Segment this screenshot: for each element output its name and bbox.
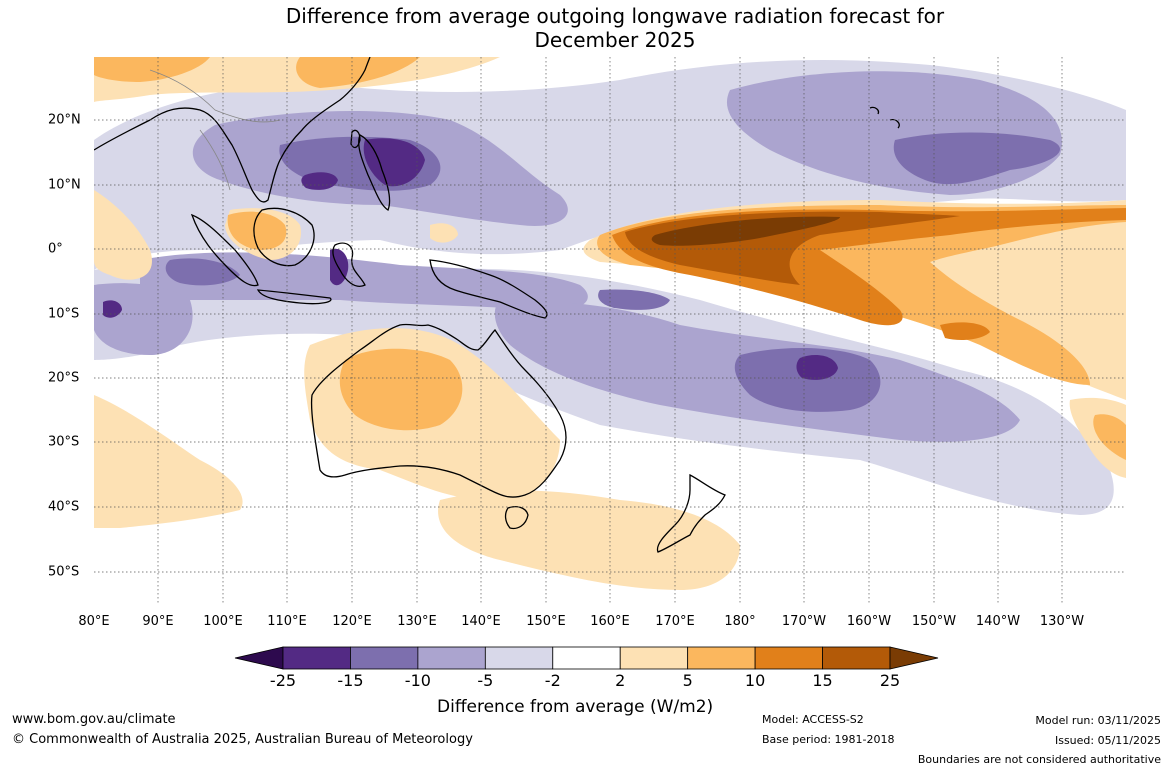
- anomaly-region-moderate-negative: [94, 283, 193, 355]
- latitude-label: 40°S: [48, 499, 80, 515]
- anomaly-region-very-strong-negative: [103, 300, 122, 318]
- longitude-label: 160°W: [846, 614, 892, 629]
- longitude-label: 170°W: [781, 614, 827, 629]
- base-period: Base period: 1981-2018: [762, 733, 895, 746]
- boundaries-disclaimer: Boundaries are not considered authoritat…: [917, 753, 1161, 766]
- colorbar-title: Difference from average (W/m2): [437, 697, 714, 717]
- longitude-label: 160°E: [590, 614, 630, 629]
- longitude-label: 120°E: [332, 614, 372, 629]
- colorbar-tick-label: -25: [269, 671, 297, 690]
- colorbar-swatch: [282, 646, 351, 670]
- colorbar-tick-label: 5: [682, 671, 693, 690]
- anomaly-region-moderate-positive: [1093, 414, 1126, 460]
- anomaly-region-moderate-positive: [339, 348, 463, 431]
- coastline-java: [256, 289, 332, 305]
- colorbar-swatch: [350, 646, 419, 670]
- coastline-sulawesi: [332, 242, 366, 287]
- anomaly-region-moderate-positive: [296, 57, 420, 88]
- coastline-new-zealand: [656, 473, 726, 553]
- longitude-label: 110°E: [267, 614, 307, 629]
- map-gridlines: [94, 57, 1126, 603]
- latitude-label: 10°S: [48, 306, 80, 322]
- colorbar-swatch: [687, 646, 756, 670]
- anomaly-region-strong-negative: [165, 258, 240, 286]
- copyright-notice: © Commonwealth of Australia 2025, Austra…: [12, 732, 473, 747]
- chart-title-line2: December 2025: [534, 28, 696, 52]
- colorbar-tick-label: 2: [615, 671, 626, 690]
- latitude-label: 50°S: [48, 564, 80, 580]
- longitude-label: 150°W: [911, 614, 957, 629]
- anomaly-region-light-positive: [94, 190, 152, 280]
- anomaly-region-strong-negative: [734, 348, 881, 412]
- longitude-label: 130°W: [1039, 614, 1085, 629]
- coastline-asia-mainland: [94, 57, 371, 203]
- colorbar-tick-label: 10: [744, 671, 766, 690]
- coastline-philippines: [358, 134, 391, 211]
- anomaly-region-very-strong-negative: [363, 138, 425, 187]
- model-run-date: Model run: 03/11/2025: [1035, 714, 1161, 727]
- colorbar-tick-label: -5: [477, 671, 494, 690]
- anomaly-region-moderate-positive: [94, 57, 210, 82]
- coastline-taiwan: [350, 129, 361, 149]
- anomaly-region-moderate-positive: [227, 211, 287, 250]
- colorbar-tick-label: 25: [879, 671, 901, 690]
- issued-date: Issued: 05/11/2025: [1054, 734, 1161, 747]
- political-boundaries: [149, 69, 281, 191]
- colorbar-swatch: [484, 646, 554, 670]
- anomaly-region-light-positive: [430, 223, 458, 243]
- model-name: Model: ACCESS-S2: [762, 713, 864, 726]
- longitude-label: 80°E: [78, 614, 110, 629]
- chart-title: Difference from average outgoing longwav…: [0, 4, 1173, 52]
- latitude-label: 10°N: [48, 177, 81, 193]
- coastline-borneo: [253, 207, 315, 267]
- colorbar-swatch: [417, 646, 486, 670]
- coastline-australia: [310, 323, 567, 498]
- latitude-label: 30°S: [48, 434, 80, 450]
- colorbar-swatch: [619, 646, 689, 670]
- longitude-label: 180°: [724, 614, 756, 629]
- longitude-label: 90°E: [142, 614, 174, 629]
- colorbar-lower-extension: [234, 646, 284, 670]
- longitude-label: 140°E: [461, 614, 501, 629]
- anomaly-region-strong-positive: [940, 322, 990, 340]
- colorbar: [234, 646, 939, 670]
- colorbar-tick-label: 15: [812, 671, 833, 690]
- anomaly-region-extreme-positive: [651, 216, 840, 246]
- colorbar-swatch: [822, 646, 891, 670]
- colorbar-tick-label: -10: [404, 671, 431, 690]
- latitude-label: 0°: [48, 241, 63, 257]
- coastlines: [94, 57, 900, 553]
- longitude-label: 170°E: [655, 614, 695, 629]
- coastline-tasmania: [504, 506, 529, 530]
- latitude-label: 20°N: [48, 112, 81, 128]
- anomaly-region-strong-negative: [893, 132, 1061, 185]
- website-url: www.bom.gov.au/climate: [12, 712, 176, 727]
- longitude-label: 150°E: [526, 614, 566, 629]
- anomaly-region-very-strong-negative: [796, 355, 838, 380]
- colorbar-swatch: [754, 646, 823, 670]
- colorbar-upper-extension: [889, 646, 939, 670]
- anomaly-region-light-positive: [438, 490, 740, 590]
- colorbar-tick-label: -15: [337, 671, 364, 690]
- coastline-new-guinea: [429, 259, 548, 319]
- longitude-label: 140°W: [975, 614, 1021, 629]
- boundary-lines: [149, 69, 281, 191]
- colorbar-swatch: [552, 646, 621, 670]
- longitude-label: 100°E: [203, 614, 243, 629]
- anomaly-region-light-positive: [94, 395, 243, 528]
- longitude-label: 130°E: [397, 614, 437, 629]
- anomaly-region-strong-negative: [598, 289, 670, 310]
- chart-title-line1: Difference from average outgoing longwav…: [285, 4, 945, 28]
- anomaly-region-very-strong-negative: [301, 172, 338, 190]
- colorbar-tick-label: -2: [544, 671, 561, 690]
- latitude-label: 20°S: [48, 370, 80, 386]
